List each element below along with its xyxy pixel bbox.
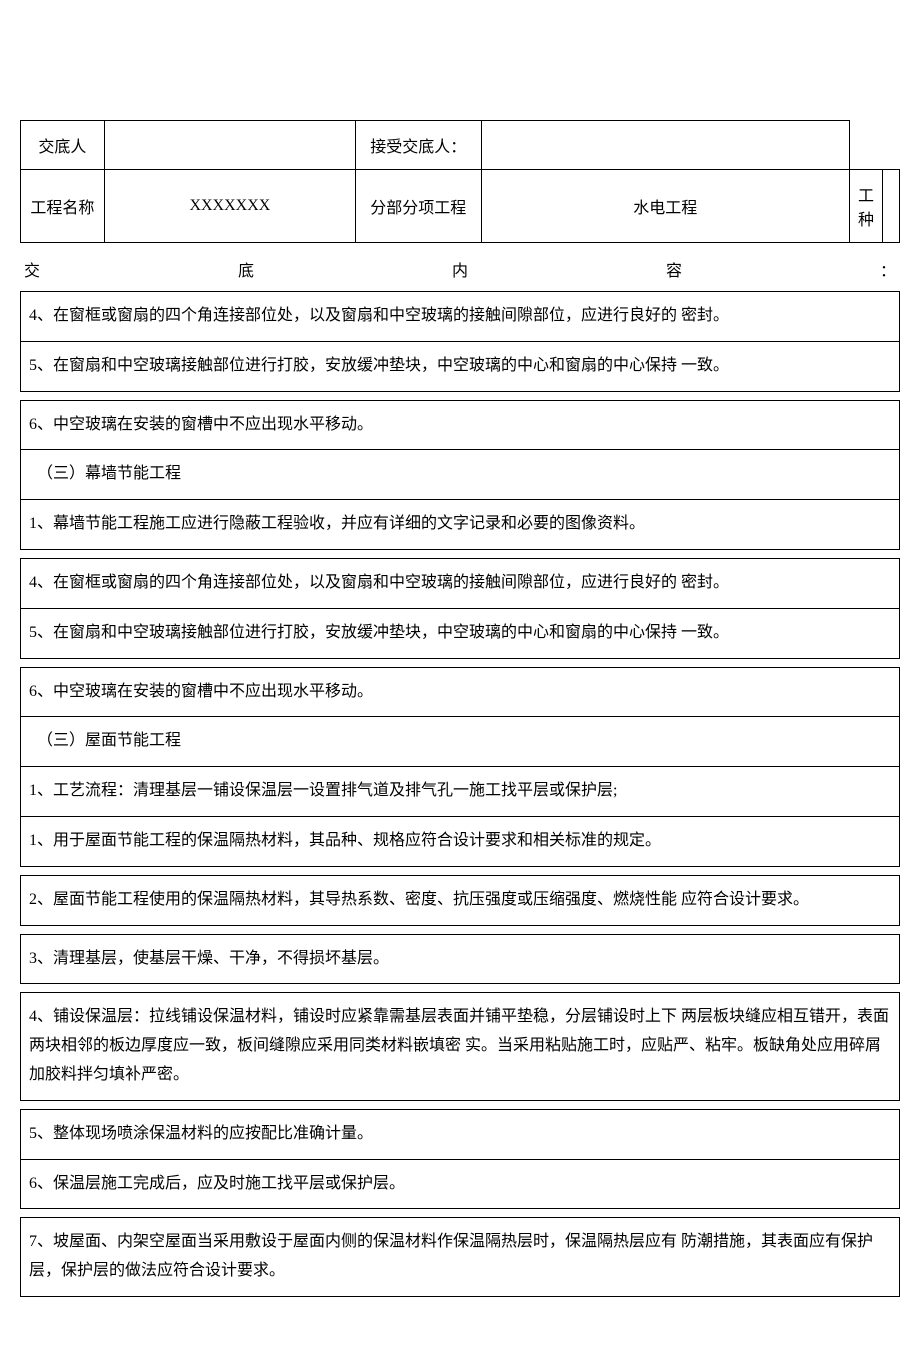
section-title-char-1: 交 [24, 257, 40, 281]
header-label-jieshou: 接受交底人： [356, 121, 482, 170]
header-value-gongzhong [882, 170, 899, 243]
content-row: （三）幕墙节能工程 [21, 450, 900, 500]
content-row: 1、用于屋面节能工程的保温隔热材料，其品种、规格应符合设计要求和相关标准的规定。 [21, 816, 900, 866]
header-row-1: 交底人 接受交底人： [21, 121, 900, 170]
content-row: 5、在窗扇和中空玻璃接触部位进行打胶，安放缓冲垫块，中空玻璃的中心和窗扇的中心保… [21, 608, 900, 658]
section-title-char-2: 底 [238, 257, 254, 281]
content-block: 7、坡屋面、内架空屋面当采用敷设于屋面内侧的保温材料作保温隔热层时，保温隔热层应… [20, 1217, 900, 1297]
content-row: 6、中空玻璃在安装的窗槽中不应出现水平移动。 [21, 400, 900, 450]
content-cell: 3、清理基层，使基层干燥、干净，不得损坏基层。 [21, 934, 900, 984]
header-label-jiaodiren: 交底人 [21, 121, 105, 170]
section-title-char-4: 容 [666, 257, 682, 281]
header-value-jieshou [481, 121, 849, 170]
header-table: 交底人 接受交底人： 工程名称 XXXXXXX 分部分项工程 水电工程 工种 [20, 120, 900, 243]
content-cell: 6、中空玻璃在安装的窗槽中不应出现水平移动。 [21, 667, 900, 717]
content-blocks-container: 4、在窗框或窗扇的四个角连接部位处，以及窗扇和中空玻璃的接触间隙部位，应进行良好… [20, 291, 900, 1297]
section-title-char-5: ： [880, 257, 896, 281]
content-cell: 1、幕墙节能工程施工应进行隐蔽工程验收，并应有详细的文字记录和必要的图像资料。 [21, 500, 900, 550]
content-row: 7、坡屋面、内架空屋面当采用敷设于屋面内侧的保温材料作保温隔热层时，保温隔热层应… [21, 1218, 900, 1297]
header-value-fenbu: 水电工程 [481, 170, 849, 243]
content-cell: 4、铺设保温层：拉线铺设保温材料，铺设时应紧靠需基层表面并铺平垫稳，分层铺设时上… [21, 993, 900, 1100]
content-cell: 1、工艺流程：清理基层一铺设保温层一设置排气道及排气孔一施工找平层或保护层; [21, 767, 900, 817]
content-row: 4、在窗框或窗扇的四个角连接部位处，以及窗扇和中空玻璃的接触间隙部位，应进行良好… [21, 292, 900, 342]
content-row: 5、在窗扇和中空玻璃接触部位进行打胶，安放缓冲垫块，中空玻璃的中心和窗扇的中心保… [21, 341, 900, 391]
content-cell: 6、保温层施工完成后，应及时施工找平层或保护层。 [21, 1159, 900, 1209]
content-row: 6、中空玻璃在安装的窗槽中不应出现水平移动。 [21, 667, 900, 717]
content-row: 4、在窗框或窗扇的四个角连接部位处，以及窗扇和中空玻璃的接触间隙部位，应进行良好… [21, 558, 900, 608]
content-cell: 5、整体现场喷涂保温材料的应按配比准确计量。 [21, 1109, 900, 1159]
header-label-gongcheng: 工程名称 [21, 170, 105, 243]
content-block: 6、中空玻璃在安装的窗槽中不应出现水平移动。 （三）幕墙节能工程1、幕墙节能工程… [20, 400, 900, 550]
content-cell: （三）幕墙节能工程 [21, 450, 900, 500]
header-row-2: 工程名称 XXXXXXX 分部分项工程 水电工程 工种 [21, 170, 900, 243]
content-cell: 5、在窗扇和中空玻璃接触部位进行打胶，安放缓冲垫块，中空玻璃的中心和窗扇的中心保… [21, 341, 900, 391]
content-cell: 7、坡屋面、内架空屋面当采用敷设于屋面内侧的保温材料作保温隔热层时，保温隔热层应… [21, 1218, 900, 1297]
content-block: 4、铺设保温层：拉线铺设保温材料，铺设时应紧靠需基层表面并铺平垫稳，分层铺设时上… [20, 992, 900, 1100]
content-row: 4、铺设保温层：拉线铺设保温材料，铺设时应紧靠需基层表面并铺平垫稳，分层铺设时上… [21, 993, 900, 1100]
content-row: 2、屋面节能工程使用的保温隔热材料，其导热系数、密度、抗压强度或压缩强度、燃烧性… [21, 875, 900, 925]
section-title-char-3: 内 [452, 257, 468, 281]
content-row: 6、保温层施工完成后，应及时施工找平层或保护层。 [21, 1159, 900, 1209]
content-row: 1、工艺流程：清理基层一铺设保温层一设置排气道及排气孔一施工找平层或保护层; [21, 767, 900, 817]
section-title: 交 底 内 容 ： [20, 251, 900, 287]
content-cell: 4、在窗框或窗扇的四个角连接部位处，以及窗扇和中空玻璃的接触间隙部位，应进行良好… [21, 558, 900, 608]
content-row: （三）屋面节能工程 [21, 717, 900, 767]
header-label-fenbu: 分部分项工程 [356, 170, 482, 243]
content-block: 2、屋面节能工程使用的保温隔热材料，其导热系数、密度、抗压强度或压缩强度、燃烧性… [20, 875, 900, 926]
content-cell: 2、屋面节能工程使用的保温隔热材料，其导热系数、密度、抗压强度或压缩强度、燃烧性… [21, 875, 900, 925]
content-cell: （三）屋面节能工程 [21, 717, 900, 767]
content-cell: 1、用于屋面节能工程的保温隔热材料，其品种、规格应符合设计要求和相关标准的规定。 [21, 816, 900, 866]
content-row: 1、幕墙节能工程施工应进行隐蔽工程验收，并应有详细的文字记录和必要的图像资料。 [21, 500, 900, 550]
content-block: 4、在窗框或窗扇的四个角连接部位处，以及窗扇和中空玻璃的接触间隙部位，应进行良好… [20, 291, 900, 392]
content-row: 5、整体现场喷涂保温材料的应按配比准确计量。 [21, 1109, 900, 1159]
header-value-jiaodiren [104, 121, 355, 170]
content-block: 5、整体现场喷涂保温材料的应按配比准确计量。6、保温层施工完成后，应及时施工找平… [20, 1109, 900, 1210]
content-block: 3、清理基层，使基层干燥、干净，不得损坏基层。 [20, 934, 900, 985]
content-cell: 5、在窗扇和中空玻璃接触部位进行打胶，安放缓冲垫块，中空玻璃的中心和窗扇的中心保… [21, 608, 900, 658]
content-cell: 6、中空玻璃在安装的窗槽中不应出现水平移动。 [21, 400, 900, 450]
content-cell: 4、在窗框或窗扇的四个角连接部位处，以及窗扇和中空玻璃的接触间隙部位，应进行良好… [21, 292, 900, 342]
content-block: 6、中空玻璃在安装的窗槽中不应出现水平移动。 （三）屋面节能工程1、工艺流程：清… [20, 667, 900, 867]
header-value-gongcheng: XXXXXXX [104, 170, 355, 243]
content-row: 3、清理基层，使基层干燥、干净，不得损坏基层。 [21, 934, 900, 984]
content-block: 4、在窗框或窗扇的四个角连接部位处，以及窗扇和中空玻璃的接触间隙部位，应进行良好… [20, 558, 900, 659]
header-label-gongzhong: 工种 [849, 170, 882, 243]
